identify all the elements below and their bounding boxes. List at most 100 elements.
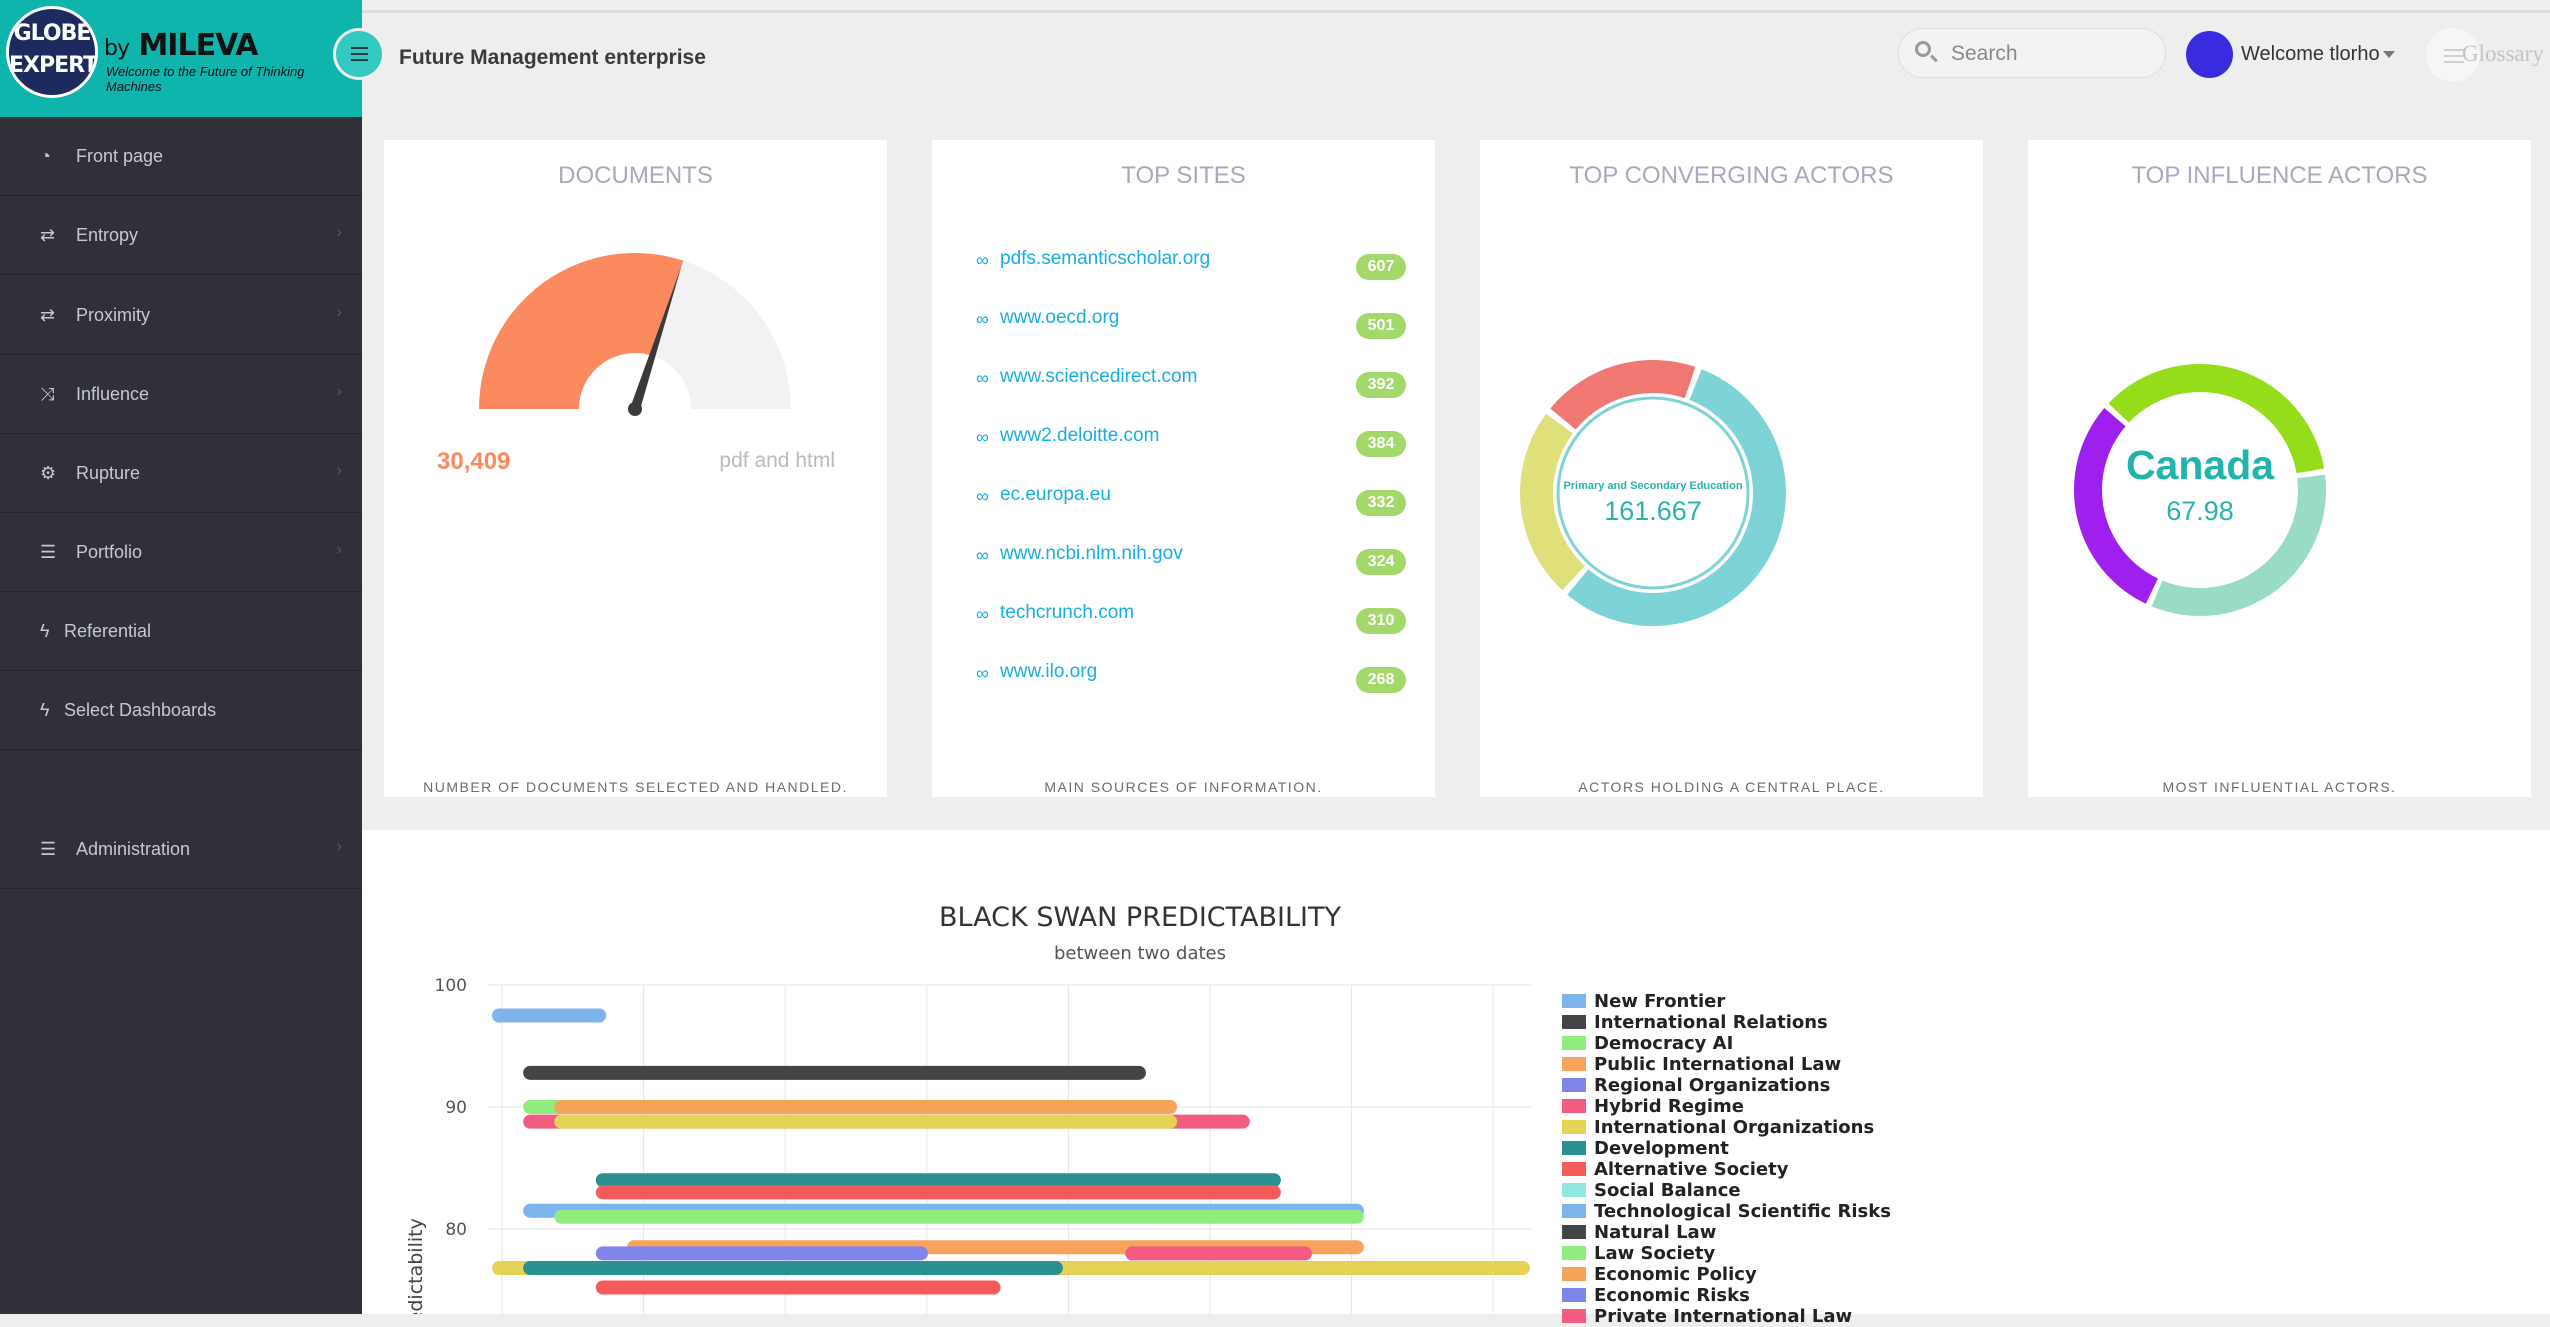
y-tick-label: 90 — [445, 1098, 467, 1118]
link-icon: ∞ — [976, 250, 989, 270]
glossary-label[interactable]: Glossary — [2462, 41, 2544, 66]
site-link[interactable]: www.oecd.org — [1000, 307, 1120, 328]
gauge-needle — [630, 266, 682, 411]
site-row[interactable]: ∞ www.ncbi.nlm.nih.gov 324 — [976, 543, 1406, 575]
converging-slice[interactable] — [1567, 369, 1786, 627]
bar-international-relations[interactable] — [523, 1065, 1146, 1080]
site-row[interactable]: ∞ www2.deloitte.com 384 — [976, 425, 1406, 457]
site-row[interactable]: ∞ pdfs.semanticscholar.org 607 — [976, 248, 1406, 280]
influence-footer: MOST INFLUENTIAL ACTORS. — [2162, 779, 2397, 795]
bolt-icon: ϟ — [40, 621, 50, 641]
site-row[interactable]: ∞ ec.europa.eu 332 — [976, 484, 1406, 516]
sidebar-item-rupture[interactable]: ⚙ Rupture › — [0, 434, 362, 513]
site-row[interactable]: ∞ www.sciencedirect.com 392 — [976, 366, 1406, 398]
logo-area[interactable]: GLOBE EXPERT by MILEVA Welcome to the Fu… — [0, 0, 362, 117]
avatar[interactable] — [2186, 31, 2233, 78]
site-link[interactable]: www.ilo.org — [1000, 661, 1098, 682]
sidebar-item-label: Entropy — [76, 225, 139, 245]
bar-development[interactable] — [523, 1261, 1063, 1276]
converging-title: TOP CONVERGING ACTORS — [1569, 162, 1894, 189]
hamburger-icon — [351, 53, 368, 55]
influence-slice[interactable] — [2108, 364, 2325, 474]
sidebar-item-label: Rupture — [76, 463, 141, 483]
sidebar-item-select-dashboards[interactable]: ϟ Select Dashboards — [0, 671, 362, 750]
bar-democracy-ai[interactable] — [554, 1209, 1364, 1224]
dashboard-icon: ◔ — [40, 146, 51, 166]
top-sites-card: TOP SITES ∞ pdfs.semanticscholar.org 607 ∞ w… — [932, 140, 1435, 797]
sidebar-toggle-button[interactable] — [336, 31, 382, 77]
influence-slice[interactable] — [2151, 474, 2326, 616]
user-menu[interactable]: Welcome tlorho — [2241, 43, 2380, 65]
documents-title: DOCUMENTS — [558, 162, 713, 189]
site-link[interactable]: www2.deloitte.com — [1000, 425, 1160, 446]
site-link[interactable]: pdfs.semanticscholar.org — [1000, 248, 1211, 269]
legend-label: Public International Law — [1594, 1054, 1842, 1075]
site-link[interactable]: www.ncbi.nlm.nih.gov — [1000, 543, 1183, 564]
site-count-badge: 332 — [1356, 490, 1406, 516]
bar-alternative-society[interactable] — [595, 1280, 1001, 1295]
legend-label: Alternative Society — [1594, 1159, 1789, 1180]
site-count-badge: 310 — [1356, 608, 1406, 634]
influence-slice[interactable] — [2074, 408, 2158, 604]
site-row[interactable]: ∞ www.oecd.org 501 — [976, 307, 1406, 339]
legend-swatch — [1562, 1246, 1586, 1260]
sidebar-item-proximity[interactable]: ⇄ Proximity › — [0, 276, 362, 355]
search-box[interactable] — [1898, 28, 2166, 78]
link-icon: ∞ — [976, 486, 989, 506]
glossary-button[interactable] — [2426, 28, 2480, 82]
legend-swatch — [1562, 1036, 1586, 1050]
sidebar-item-portfolio[interactable]: ☰ Portfolio › — [0, 513, 362, 592]
bar-alternative-society[interactable] — [595, 1185, 1281, 1200]
bar-regional-organizations[interactable] — [595, 1246, 928, 1261]
sidebar-item-label: Portfolio — [76, 542, 143, 562]
legend-swatch — [1562, 1309, 1586, 1323]
converging-slice[interactable] — [1550, 360, 1696, 430]
gauge-fill — [479, 253, 684, 409]
sidebar-item-front-page[interactable]: ◔ Front page — [0, 117, 362, 196]
influence-center-label: Canada — [2125, 442, 2275, 488]
chevron-right-icon: › — [336, 224, 342, 241]
influence-title: TOP INFLUENCE ACTORS — [2131, 162, 2428, 189]
sidebar-item-label: Proximity — [76, 305, 151, 325]
random-icon: ⤨ — [40, 384, 55, 404]
site-link[interactable]: techcrunch.com — [1000, 602, 1135, 623]
link-icon: ∞ — [976, 309, 989, 329]
site-row[interactable]: ∞ www.ilo.org 268 — [976, 661, 1406, 693]
retweet-icon: ⇄ — [40, 305, 56, 325]
top-sites-title: TOP SITES — [1121, 162, 1246, 189]
bar-hybrid-regime[interactable] — [1125, 1246, 1313, 1261]
caret-down-icon[interactable] — [2383, 51, 2395, 58]
site-link[interactable]: ec.europa.eu — [1000, 484, 1111, 505]
bar-international-organizations[interactable] — [554, 1114, 1178, 1129]
legend-label: International Organizations — [1594, 1117, 1875, 1138]
legend-label: New Frontier — [1594, 991, 1726, 1012]
legend-label: Social Balance — [1594, 1180, 1741, 1201]
page-title: Future Management enterprise — [399, 46, 706, 69]
sidebar-item-label: Front page — [76, 146, 164, 166]
search-input[interactable] — [1949, 39, 2153, 69]
sidebar-item-administration[interactable]: ☰ Administration › — [0, 810, 362, 889]
bar-development[interactable] — [595, 1173, 1281, 1188]
chevron-right-icon: › — [336, 304, 342, 321]
chevron-right-icon: › — [336, 541, 342, 558]
site-count-badge: 392 — [1356, 372, 1406, 398]
sidebar-item-referential[interactable]: ϟ Referential — [0, 592, 362, 671]
legend-swatch — [1562, 1078, 1586, 1092]
converging-footer: ACTORS HOLDING A CENTRAL PLACE. — [1578, 779, 1885, 795]
bar-public-international-law[interactable] — [554, 1100, 1178, 1114]
site-row[interactable]: ∞ techcrunch.com 310 — [976, 602, 1406, 634]
bar-new-frontier[interactable] — [492, 1008, 607, 1023]
converging-slice[interactable] — [1520, 413, 1585, 591]
topbar — [362, 0, 2550, 117]
documents-unit: pdf and html — [719, 449, 835, 472]
hamburger-icon — [2444, 61, 2464, 63]
sidebar-item-entropy[interactable]: ⇄ Entropy › — [0, 196, 362, 275]
sidebar-item-influence[interactable]: ⤨ Influence › — [0, 355, 362, 434]
sidebar-item-label: Administration — [76, 839, 191, 859]
legend-swatch — [1562, 1183, 1586, 1197]
link-icon: ∞ — [976, 663, 989, 683]
logo-by: by — [104, 36, 130, 61]
chevron-right-icon: › — [336, 838, 342, 855]
legend-swatch — [1562, 1141, 1586, 1155]
site-link[interactable]: www.sciencedirect.com — [1000, 366, 1198, 387]
